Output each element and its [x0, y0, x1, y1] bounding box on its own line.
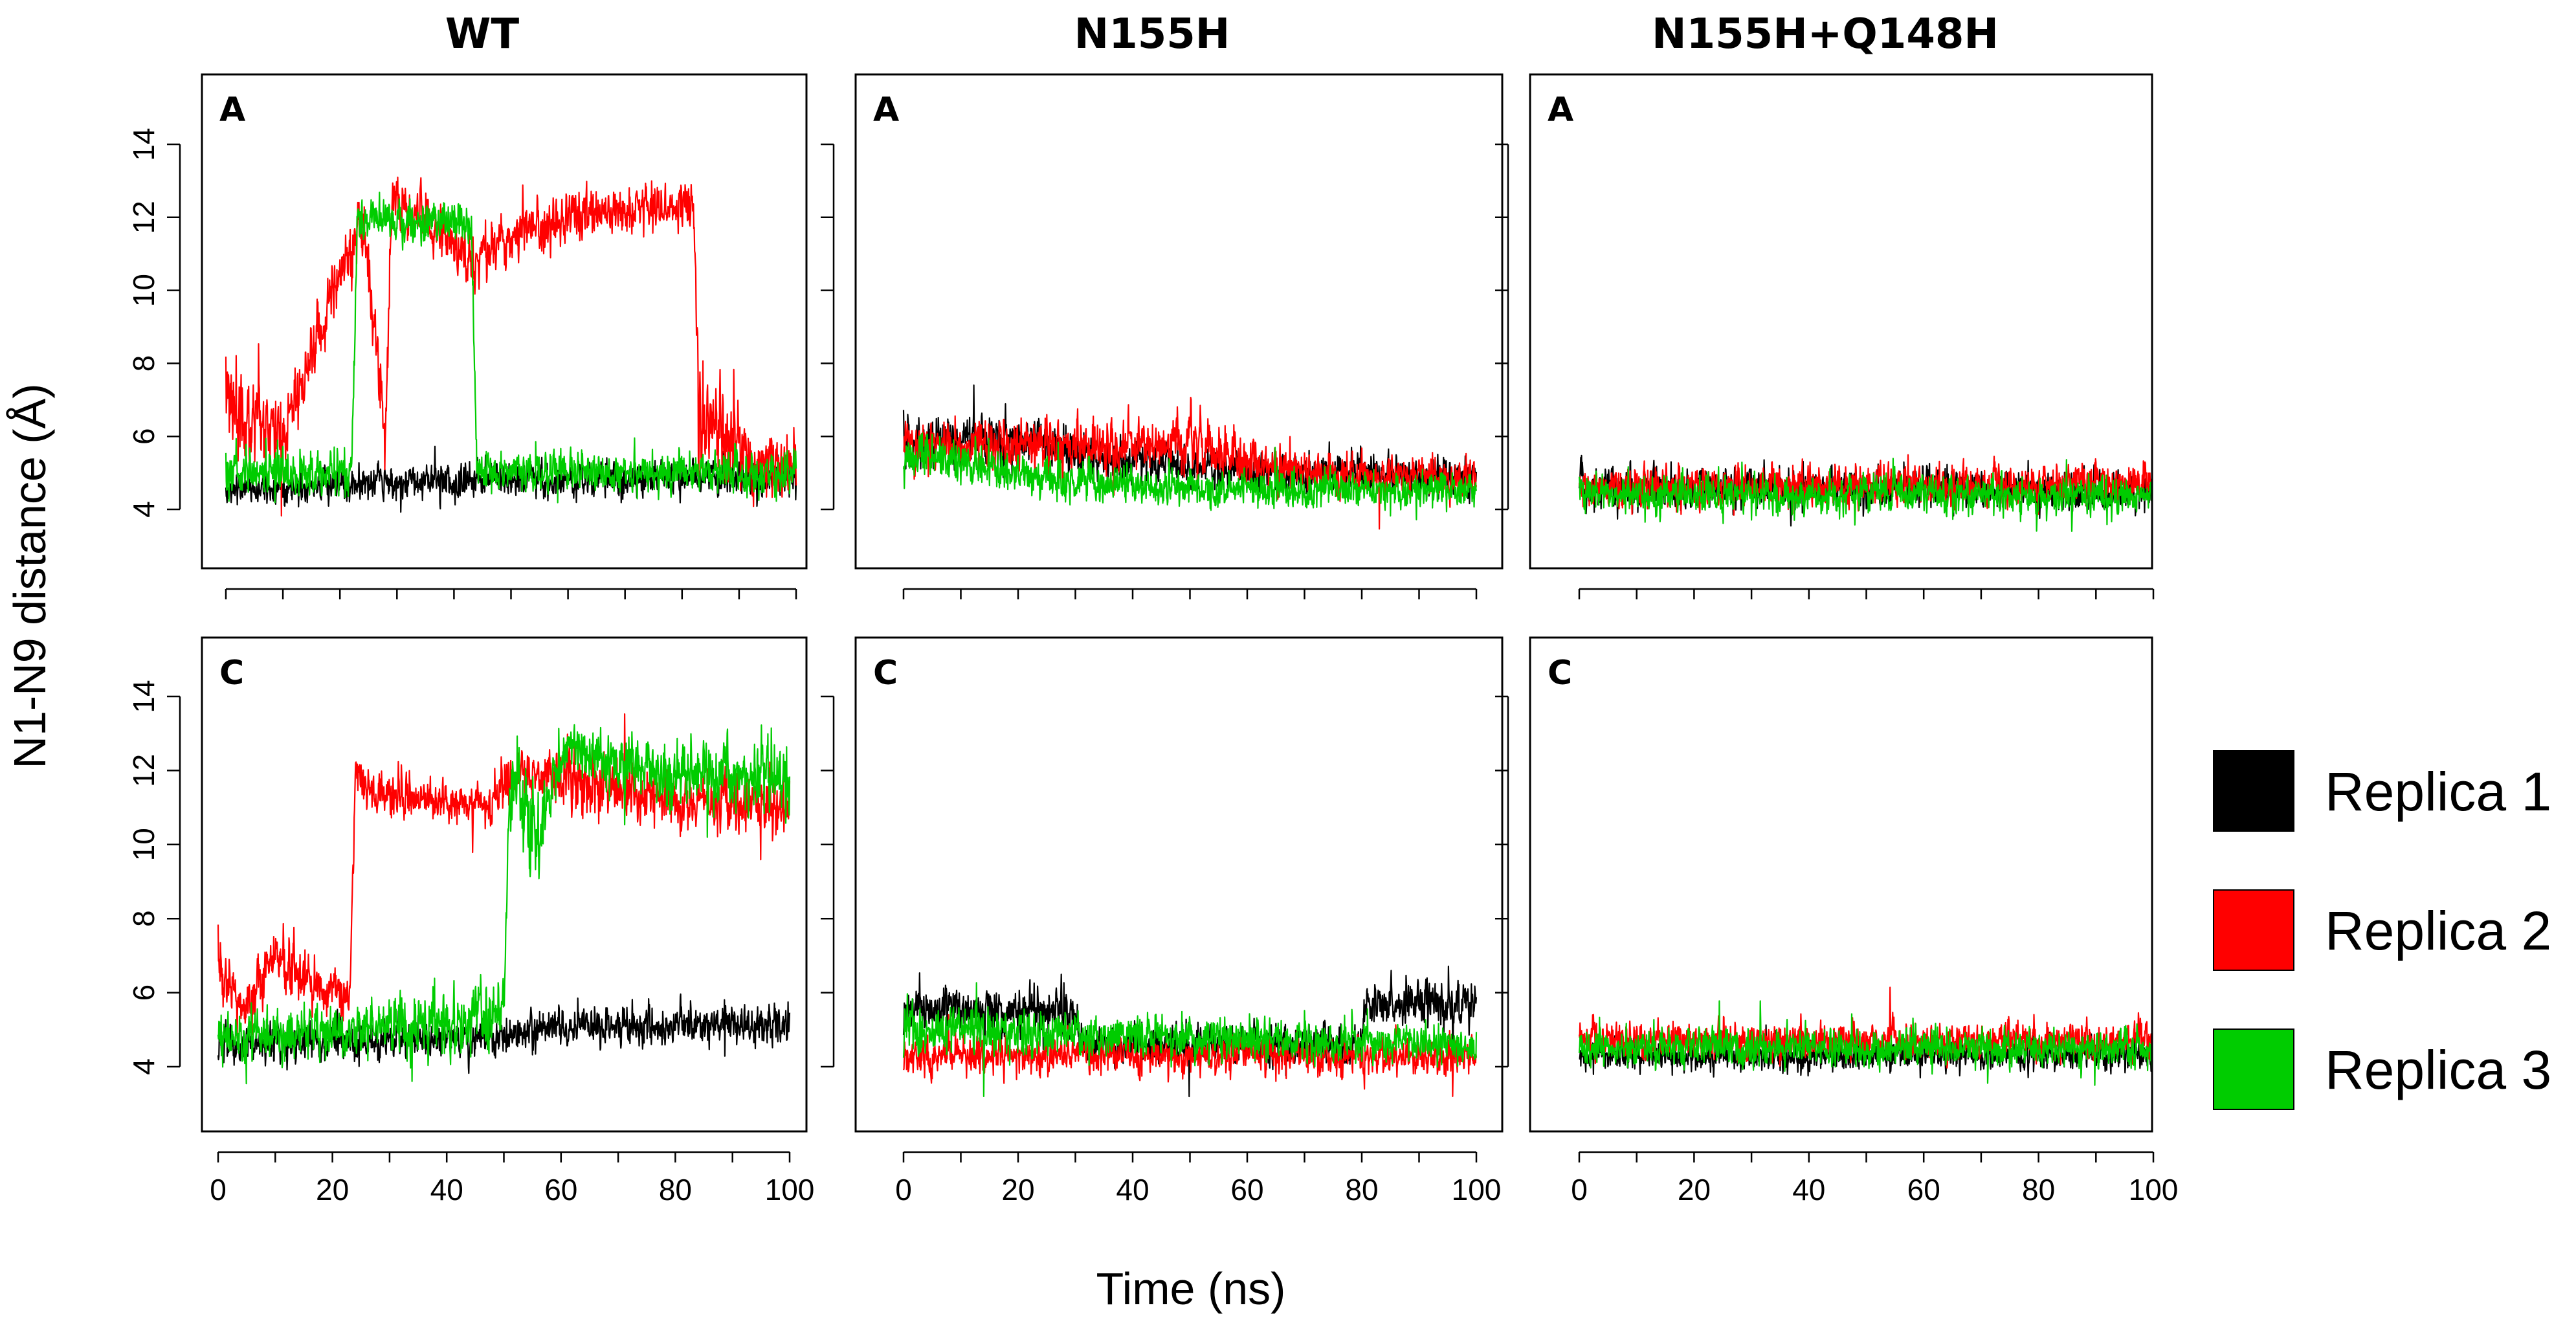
- x-tick-label-80: 80: [2022, 1173, 2055, 1206]
- series-line-replica-3-n155h-q148h-a: [1578, 458, 2152, 532]
- x-tick-label-60: 60: [1230, 1173, 1263, 1206]
- x-tick-label-80: 80: [1345, 1173, 1378, 1206]
- series-line-replica-3-wt-a: [225, 192, 797, 504]
- panel-frame: [201, 636, 808, 1133]
- y-tick-label-8: 8: [127, 355, 161, 372]
- series-line-replica-2-wt-c: [217, 713, 791, 1040]
- series-line-replica-2-wt-a: [225, 176, 797, 517]
- x-tick-label-0: 0: [210, 1173, 227, 1206]
- y-tick-label-12: 12: [127, 201, 161, 234]
- legend-swatch-replica-3: [2213, 1028, 2294, 1110]
- column-title-wt: WT: [445, 10, 520, 58]
- panel-frame: [1529, 636, 2153, 1133]
- panel-label: A: [873, 91, 899, 129]
- x-tick-label-0: 0: [895, 1173, 912, 1206]
- x-tick-label-20: 20: [1001, 1173, 1034, 1206]
- x-tick-label-60: 60: [1907, 1173, 1940, 1206]
- y-tick-label-4: 4: [127, 1058, 161, 1075]
- x-tick-label-60: 60: [544, 1173, 577, 1206]
- series-line-replica-3-n155h-a: [902, 432, 1478, 520]
- y-tick-label-4: 4: [127, 501, 161, 518]
- y-tick-label-6: 6: [127, 984, 161, 1001]
- x-tick-label-40: 40: [430, 1173, 463, 1206]
- x-tick-label-100: 100: [2129, 1173, 2179, 1206]
- y-tick-label-10: 10: [127, 274, 161, 307]
- panel-frame: [854, 636, 1504, 1133]
- x-tick-label-20: 20: [1678, 1173, 1711, 1206]
- panel-frame: [201, 73, 808, 570]
- legend-swatch-replica-1: [2213, 750, 2294, 832]
- panel-label: C: [873, 654, 898, 693]
- panel-n155h-a: A: [821, 73, 1504, 599]
- y-tick-label-14: 14: [127, 680, 161, 713]
- panel-n155h-q148h-c: C 0 20 40 60 80 100: [1495, 636, 2179, 1206]
- plot-panels: A 4 6 8 10 12 14 A A C 4 6 8 10 12 14 0 20 40 60 80 100 C 0 20 40…: [127, 73, 2179, 1206]
- panel-n155h-q148h-a: A: [1495, 73, 2155, 599]
- series-line-replica-2-n155h-q148h-c: [1578, 986, 2152, 1069]
- panel-wt-a: A 4 6 8 10 12 14: [127, 73, 808, 599]
- x-tick-label-20: 20: [316, 1173, 349, 1206]
- y-tick-label-12: 12: [127, 754, 161, 787]
- column-title-n155h-q148h: N155H+Q148H: [1652, 10, 1999, 58]
- x-tick-label-40: 40: [1792, 1173, 1825, 1206]
- legend: Replica 1 Replica 2 Replica 3: [2213, 750, 2551, 1110]
- panel-wt-c: C 4 6 8 10 12 14 0 20 40 60 80 100: [127, 636, 815, 1206]
- panel-label: A: [219, 91, 245, 129]
- panel-frame: [1529, 73, 2153, 570]
- series-line-replica-3-n155h-c: [902, 982, 1478, 1097]
- x-tick-label-100: 100: [765, 1173, 815, 1206]
- series-line-replica-1-wt-a: [225, 445, 797, 513]
- panel-label: C: [1548, 654, 1572, 693]
- series-line-replica-3-n155h-q148h-c: [1578, 1000, 2152, 1086]
- panel-frame: [854, 73, 1504, 570]
- legend-swatch-replica-2: [2213, 889, 2294, 971]
- legend-label-replica-2: Replica 2: [2325, 900, 2551, 961]
- series-line-replica-2-n155h-a: [903, 397, 1478, 530]
- y-axis-title: N1-N9 distance (Å): [5, 383, 55, 768]
- panel-label: A: [1548, 91, 1573, 129]
- series-line-replica-3-wt-c: [217, 724, 791, 1085]
- x-axis-title: Time (ns): [1096, 1263, 1286, 1314]
- y-tick-label-8: 8: [127, 910, 161, 927]
- y-tick-label-14: 14: [127, 128, 161, 161]
- x-tick-label-40: 40: [1116, 1173, 1149, 1206]
- legend-label-replica-3: Replica 3: [2325, 1040, 2551, 1100]
- y-tick-label-6: 6: [127, 428, 161, 445]
- y-tick-label-10: 10: [127, 828, 161, 861]
- column-title-n155h: N155H: [1074, 10, 1230, 58]
- x-tick-label-0: 0: [1571, 1173, 1588, 1206]
- x-tick-label-100: 100: [1452, 1173, 1502, 1206]
- panel-label: C: [219, 654, 244, 693]
- panel-n155h-c: C 0 20 40 60 80 100: [821, 636, 1504, 1206]
- legend-label-replica-1: Replica 1: [2325, 761, 2551, 822]
- x-tick-label-80: 80: [659, 1173, 692, 1206]
